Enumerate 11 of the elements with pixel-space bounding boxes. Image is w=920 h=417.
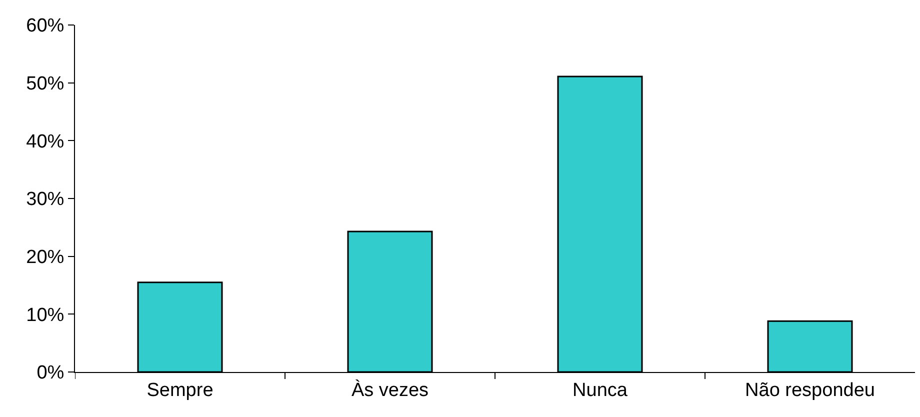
x-tick-label: Nunca <box>572 380 628 401</box>
x-tick-label: Sempre <box>146 380 214 401</box>
y-tick-label: 50% <box>26 73 64 94</box>
y-tick-label: 20% <box>26 246 64 268</box>
y-tick-label: 40% <box>26 131 64 152</box>
x-tick-label: Às vezes <box>351 378 429 401</box>
y-tick-label: 0% <box>36 362 64 384</box>
y-tick-label: 60% <box>26 16 64 37</box>
y-tick-label: 10% <box>26 304 64 326</box>
x-tick-label: Não respondeu <box>745 380 875 401</box>
y-tick-label: 30% <box>26 189 64 210</box>
